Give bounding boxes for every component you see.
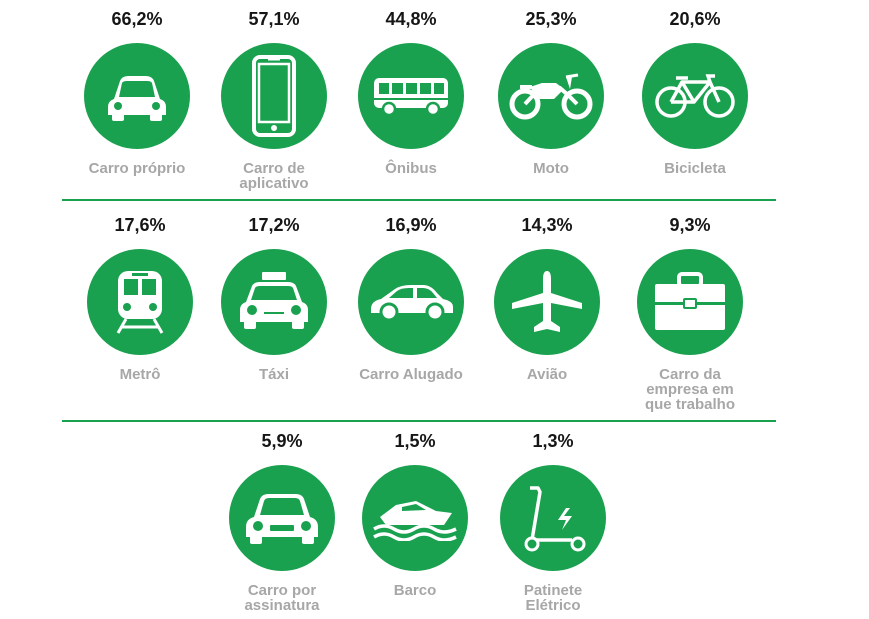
item-label: Patinete Elétrico <box>523 582 583 614</box>
percent-value: 16,9% <box>385 215 437 235</box>
train-icon <box>87 249 193 355</box>
percent-value: 14,3% <box>521 215 573 235</box>
item-metro: 17,6% Metrô <box>70 215 210 382</box>
item-label: Carro Alugado <box>359 366 463 383</box>
item-label: Carro por assinatura <box>244 582 320 614</box>
item-carro-de-aplicativo: 57,1% Carro de aplicativo <box>204 9 344 191</box>
item-label: Bicicleta <box>664 160 726 177</box>
bicycle-icon <box>642 43 748 149</box>
item-barco: 1,5% Barco <box>345 431 485 598</box>
airplane-icon <box>494 249 600 355</box>
percent-value: 9,3% <box>669 215 711 235</box>
percent-value: 17,2% <box>248 215 300 235</box>
item-label: Moto <box>533 160 569 177</box>
percent-value: 25,3% <box>525 9 577 29</box>
percent-value: 5,9% <box>261 431 303 451</box>
electric-scooter-icon <box>500 465 606 571</box>
item-aviao: 14,3% Avião <box>477 215 617 382</box>
item-patinete-eletrico: 1,3% Patinete Elétrico <box>483 431 623 613</box>
item-onibus: 44,8% Ônibus <box>341 9 481 176</box>
item-label: Metrô <box>119 366 161 383</box>
percent-value: 1,5% <box>394 431 436 451</box>
row-divider <box>62 420 776 422</box>
car-front-icon <box>229 465 335 571</box>
item-carro-da-empresa: 9,3% Carro da empresa em que trabalho <box>620 215 760 412</box>
bus-icon <box>358 43 464 149</box>
boat-icon <box>362 465 468 571</box>
percent-value: 17,6% <box>114 215 166 235</box>
item-carro-alugado: 16,9% Carro Alugado <box>341 215 481 382</box>
percent-value: 44,8% <box>385 9 437 29</box>
item-label: Carro próprio <box>88 160 186 177</box>
item-label: Ônibus <box>385 160 437 177</box>
item-carro-por-assinatura: 5,9% Carro por assinatura <box>212 431 352 613</box>
item-label: Carro da empresa em que trabalho <box>644 366 735 413</box>
row-divider <box>62 199 776 201</box>
item-moto: 25,3% Moto <box>481 9 621 176</box>
taxi-icon <box>221 249 327 355</box>
item-label: Táxi <box>258 366 289 383</box>
percent-value: 20,6% <box>669 9 721 29</box>
percent-value: 57,1% <box>248 9 300 29</box>
item-bicicleta: 20,6% Bicicleta <box>625 9 765 176</box>
percent-value: 66,2% <box>111 9 163 29</box>
item-carro-proprio: 66,2% Carro próprio <box>67 9 207 176</box>
item-label: Avião <box>526 366 568 383</box>
motorcycle-icon <box>498 43 604 149</box>
item-label: Barco <box>393 582 437 599</box>
briefcase-icon <box>637 249 743 355</box>
smartphone-icon <box>221 43 327 149</box>
car-icon <box>84 43 190 149</box>
percent-value: 1,3% <box>532 431 574 451</box>
item-label: Carro de aplicativo <box>239 160 309 192</box>
car-side-icon <box>358 249 464 355</box>
item-taxi: 17,2% Táxi <box>204 215 344 382</box>
